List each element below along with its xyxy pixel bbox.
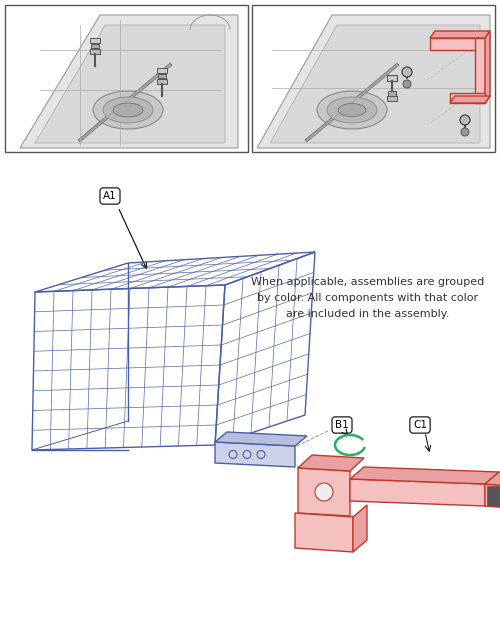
Bar	[387, 96, 397, 101]
Ellipse shape	[113, 103, 143, 117]
Polygon shape	[270, 25, 480, 143]
Bar	[157, 68, 167, 73]
Bar	[90, 38, 100, 43]
Polygon shape	[450, 96, 490, 103]
Polygon shape	[20, 15, 238, 148]
Polygon shape	[215, 432, 307, 446]
Bar	[90, 49, 100, 54]
Polygon shape	[350, 479, 485, 506]
Text: C1: C1	[413, 420, 427, 430]
Text: When applicable, assemblies are grouped
by color. All components with that color: When applicable, assemblies are grouped …	[252, 277, 484, 318]
Circle shape	[403, 80, 411, 88]
Text: B1: B1	[335, 420, 349, 430]
Polygon shape	[430, 38, 485, 50]
Circle shape	[402, 67, 412, 77]
Polygon shape	[485, 472, 500, 486]
Bar	[252, 5, 495, 152]
Circle shape	[461, 128, 469, 136]
Polygon shape	[485, 484, 500, 508]
Bar	[91, 44, 99, 48]
Bar	[388, 91, 396, 96]
Polygon shape	[353, 505, 367, 552]
Circle shape	[460, 115, 470, 125]
Polygon shape	[485, 31, 490, 103]
Polygon shape	[35, 25, 225, 143]
Ellipse shape	[327, 97, 377, 123]
Ellipse shape	[93, 91, 163, 129]
Polygon shape	[298, 468, 350, 516]
Bar	[487, 486, 500, 506]
Polygon shape	[298, 455, 364, 471]
Bar	[5, 5, 248, 152]
Polygon shape	[450, 93, 485, 103]
Bar	[157, 79, 167, 84]
Bar	[158, 74, 166, 78]
Polygon shape	[350, 467, 499, 484]
Polygon shape	[257, 15, 490, 148]
Bar	[387, 75, 397, 81]
Polygon shape	[215, 442, 295, 467]
Polygon shape	[295, 513, 353, 552]
Ellipse shape	[338, 104, 366, 116]
Ellipse shape	[317, 91, 387, 129]
Ellipse shape	[103, 97, 153, 123]
Circle shape	[315, 483, 333, 501]
Polygon shape	[430, 31, 490, 38]
Polygon shape	[475, 38, 485, 103]
Text: A1: A1	[103, 191, 117, 201]
